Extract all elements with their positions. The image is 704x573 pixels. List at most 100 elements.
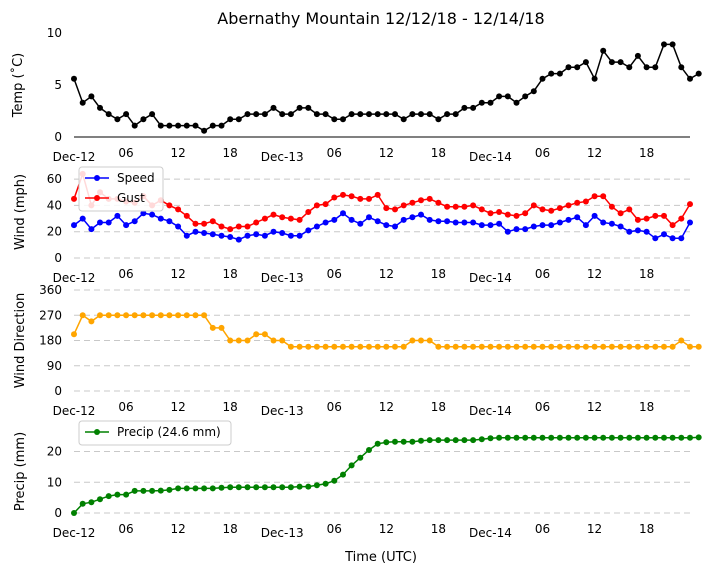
wind-data-point — [608, 220, 615, 227]
temp-data-point — [357, 111, 364, 118]
wdir-data-point — [131, 312, 138, 319]
wdir-data-point — [227, 337, 234, 344]
wind-data-point — [548, 222, 555, 229]
temp-x-tick-label: 06 — [535, 146, 550, 160]
wind-data-point — [582, 222, 589, 229]
precip-data-point — [140, 487, 147, 494]
wind-data-point — [435, 199, 442, 206]
wind-data-point — [209, 231, 216, 238]
temp-data-point — [105, 111, 112, 118]
wind-x-tick-label: 06 — [118, 267, 133, 281]
precip-data-point — [634, 434, 641, 441]
wdir-data-point — [357, 343, 364, 350]
precip-data-point — [643, 434, 650, 441]
wind-data-point — [123, 222, 130, 229]
wind-data-point — [305, 227, 312, 234]
temp-data-point — [400, 116, 407, 123]
wdir-data-point — [643, 343, 650, 350]
wind-data-point — [678, 215, 685, 222]
precip-data-point — [695, 434, 702, 441]
wind-data-point — [574, 199, 581, 206]
wind-data-point — [487, 210, 494, 217]
wind-data-point — [461, 219, 468, 226]
temp-data-point — [418, 111, 424, 118]
wdir-data-point — [582, 343, 589, 350]
wdir-y-axis-label: Wind Direction — [13, 293, 28, 389]
wind-data-point — [504, 228, 511, 235]
precip-x-tick-label: 18 — [223, 522, 238, 536]
wind-data-point — [313, 202, 320, 209]
temp-data-point — [227, 116, 234, 123]
precip-data-point — [270, 484, 277, 491]
wind-data-point — [287, 215, 294, 222]
temp-data-point — [322, 111, 329, 118]
wdir-data-point — [305, 343, 312, 350]
precip-data-point — [71, 510, 77, 516]
precip-data-point — [313, 482, 320, 489]
wind-data-point — [287, 232, 294, 239]
temp-data-point — [539, 75, 546, 82]
wdir-data-point — [348, 343, 355, 350]
wind-data-point — [669, 235, 676, 242]
wdir-x-tick-label: Dec-13 — [261, 404, 304, 418]
temp-data-point — [279, 111, 286, 118]
wind-data-point — [409, 199, 416, 206]
wdir-data-point — [695, 343, 702, 350]
wdir-data-point — [218, 324, 225, 331]
chart-title: Abernathy Mountain 12/12/18 - 12/14/18 — [217, 9, 544, 28]
wdir-data-point — [313, 343, 320, 350]
wind-data-point — [192, 228, 199, 235]
wdir-data-point — [383, 343, 390, 350]
wind-data-point — [400, 202, 407, 209]
wdir-data-point — [669, 343, 676, 350]
precip-data-point — [357, 454, 364, 461]
panel-wind: 0 20 40 60 Wind (mph) Dec-12 06 12 18 Dec-13 06 12 1… — [13, 166, 693, 285]
wind-data-point — [556, 219, 563, 226]
wind-data-point — [470, 219, 477, 226]
precip-data-point — [149, 487, 156, 494]
wind-series-line-0 — [73, 212, 691, 241]
wind-data-point — [305, 209, 312, 215]
temp-data-point — [695, 70, 702, 77]
wind-data-point — [183, 212, 190, 219]
wind-data-point — [418, 211, 424, 218]
precip-data-point — [582, 434, 589, 441]
wdir-x-tick-label: 12 — [379, 400, 394, 414]
wdir-data-point — [123, 312, 130, 319]
precip-data-point — [166, 486, 173, 493]
temp-data-point — [348, 111, 355, 118]
wind-data-point — [617, 223, 624, 230]
panel-wind-direction: 0 90 180 270 360 Wind Direction Dec-12 06 12 18 De… — [13, 283, 702, 418]
precip-data-point — [79, 500, 86, 507]
wdir-data-point — [192, 312, 199, 319]
wdir-x-tick-label: 18 — [223, 400, 238, 414]
wind-data-point — [470, 202, 477, 209]
wind-y-tick-label: 40 — [47, 198, 62, 212]
wind-data-point — [461, 203, 468, 210]
wdir-data-point — [166, 312, 173, 319]
wind-data-point — [340, 191, 346, 198]
wdir-data-point — [452, 343, 459, 350]
wind-data-point — [235, 236, 242, 243]
precip-legend-label: Precip (24.6 mm) — [117, 425, 221, 439]
temp-y-tick-label: 10 — [47, 26, 62, 40]
precip-data-point — [513, 434, 520, 441]
wind-data-point — [444, 203, 451, 210]
precip-data-point — [227, 484, 234, 491]
wind-data-point — [392, 223, 398, 230]
temp-x-tick-label: 18 — [431, 146, 446, 160]
wdir-data-point — [661, 343, 667, 350]
precip-x-tick-label: Dec-13 — [261, 526, 304, 540]
wdir-data-point — [296, 343, 303, 350]
precip-data-point — [487, 435, 494, 442]
precip-data-point — [114, 491, 121, 498]
precip-x-tick-label: 12 — [379, 522, 394, 536]
temp-data-point — [530, 88, 537, 95]
wind-data-point — [313, 223, 320, 230]
temp-data-point — [183, 122, 190, 129]
wind-data-point — [444, 218, 451, 225]
wind-data-point — [201, 230, 208, 236]
precip-data-point — [88, 499, 95, 506]
temp-data-point — [166, 122, 173, 129]
precip-data-point — [192, 485, 199, 492]
